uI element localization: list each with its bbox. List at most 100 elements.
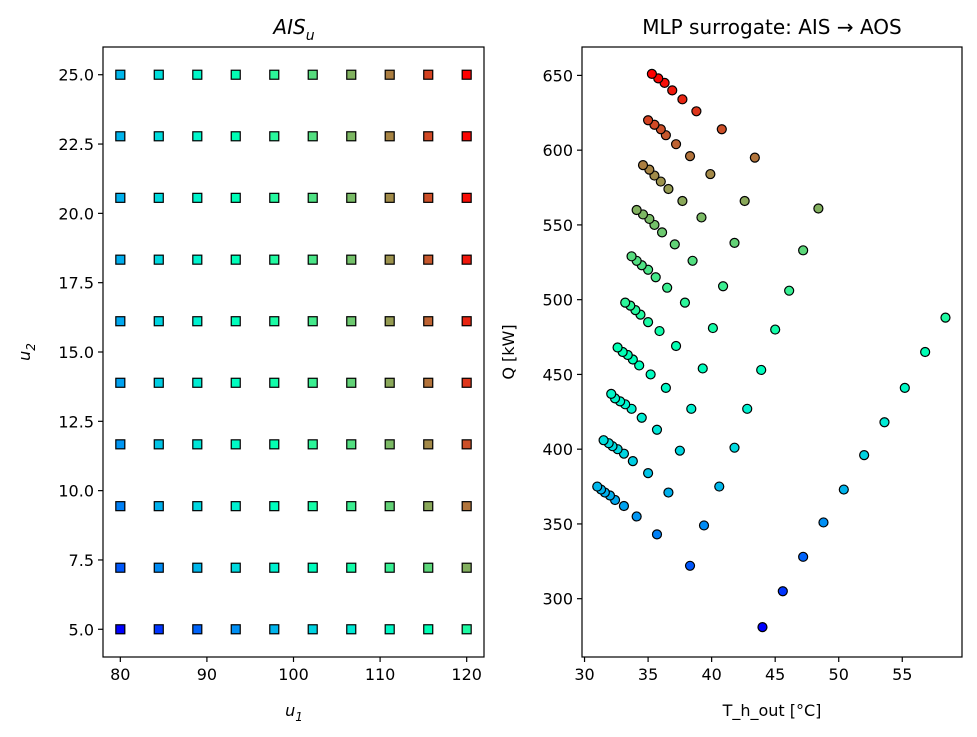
right-y-tick-label: 550	[542, 216, 573, 235]
left-y-tick-label: 5.0	[69, 620, 94, 639]
right-scatter-point	[899, 382, 910, 393]
left-square-point	[384, 377, 395, 388]
left-square-point	[269, 131, 280, 142]
right-x-tick-label: 40	[701, 665, 721, 684]
right-scatter-point	[634, 360, 645, 371]
left-square-point	[230, 131, 241, 142]
right-panel-title: MLP surrogate: AIS → AOS	[642, 15, 902, 39]
left-square-point	[115, 439, 126, 450]
left-square-point	[230, 439, 241, 450]
right-scatter-point	[679, 297, 691, 308]
left-panel-title: AISu	[271, 15, 314, 44]
left-square-point	[384, 254, 395, 265]
left-square-point	[192, 316, 203, 327]
left-square-point	[115, 69, 126, 80]
left-y-ticks: 5.0 7.5 10.0 12.5 15.0 17.5 20.0 22.5 25.0	[58, 66, 103, 639]
left-square-point	[346, 439, 357, 450]
left-square-point	[230, 562, 241, 573]
right-y-tick-label: 650	[542, 66, 573, 85]
right-scatter-point	[669, 239, 680, 250]
right-axes-frame	[581, 46, 963, 658]
left-square-point	[153, 254, 164, 265]
right-scatter-point	[859, 450, 870, 461]
right-scatter-point	[749, 152, 760, 163]
left-square-point	[346, 316, 357, 327]
right-scatter-point	[686, 403, 697, 414]
left-square-point	[153, 316, 164, 327]
right-scatter-point	[739, 195, 750, 207]
left-square-point	[115, 624, 126, 635]
left-square-point	[269, 624, 280, 635]
right-scatter-point	[662, 282, 673, 293]
right-x-tick-label: 55	[892, 665, 912, 684]
left-square-point	[346, 69, 357, 80]
left-square-point	[384, 624, 395, 635]
left-y-tick-label: 7.5	[69, 551, 94, 570]
left-y-tick-label: 20.0	[58, 204, 94, 223]
right-scatter-point	[642, 316, 654, 328]
right-scatter-point	[770, 324, 781, 335]
right-scatter-point	[670, 139, 682, 150]
left-square-point	[307, 501, 318, 512]
right-scatter-point	[627, 456, 638, 467]
left-x-tick-label: 120	[451, 665, 482, 684]
right-scatter-point	[637, 160, 649, 171]
left-title-main: AIS	[271, 15, 306, 39]
left-square-point	[307, 624, 318, 635]
left-title-sub: u	[306, 28, 315, 44]
left-square-point	[230, 624, 241, 635]
left-square-point	[307, 439, 318, 450]
right-y-tick-label: 450	[542, 365, 573, 384]
right-scatter-point	[777, 586, 788, 597]
left-square-point	[461, 501, 472, 512]
left-xlabel-sub: 1	[295, 710, 303, 724]
left-square-point	[346, 377, 357, 388]
left-square-point	[230, 316, 241, 327]
left-square-point	[461, 316, 472, 327]
left-square-point	[192, 254, 203, 265]
left-square-point	[461, 131, 472, 142]
left-square-point	[307, 254, 318, 265]
right-scatter-point	[620, 297, 631, 308]
left-square-point	[153, 69, 164, 80]
left-square-point	[192, 501, 203, 512]
left-square-point	[192, 131, 203, 142]
right-y-tick-label: 350	[542, 515, 573, 534]
right-y-tick-label: 300	[542, 590, 573, 609]
right-scatter-point	[626, 251, 637, 262]
left-square-point	[384, 439, 395, 450]
right-scatter-point	[920, 346, 931, 358]
left-square-point	[384, 501, 395, 512]
left-x-axis-label: u1	[285, 701, 303, 724]
right-scatter-point	[798, 551, 809, 562]
left-y-tick-label: 17.5	[58, 274, 94, 293]
right-scatter-point	[631, 204, 642, 216]
right-scatter-point	[705, 168, 716, 180]
right-x-tick-label: 50	[829, 665, 849, 684]
left-square-point	[461, 624, 472, 635]
left-square-point	[153, 439, 164, 450]
right-scatter-point	[651, 529, 663, 540]
left-square-point	[346, 624, 357, 635]
left-square-point	[192, 439, 203, 450]
left-panel-ais-u: AISu 80 90 100 110 120 5.07.510.012.515.017.…	[15, 15, 485, 724]
right-scatter-point	[716, 124, 727, 135]
left-square-point	[423, 624, 434, 635]
left-square-point	[269, 501, 280, 512]
right-scatter-point	[756, 364, 767, 376]
left-square-point	[269, 562, 280, 573]
left-square-point	[346, 562, 357, 573]
right-x-tick-label: 45	[765, 665, 785, 684]
right-y-tick-label: 500	[542, 291, 573, 310]
left-square-point	[269, 192, 280, 203]
left-square-point	[269, 69, 280, 80]
right-scatter-point	[618, 500, 630, 512]
right-scatter-point	[642, 115, 654, 126]
left-axes-frame	[102, 46, 485, 658]
right-scatter-point	[698, 520, 710, 531]
right-scatter-point	[684, 151, 696, 162]
left-square-point	[230, 192, 241, 203]
right-x-axis-label: T_h_out [°C]	[722, 701, 822, 721]
right-scatter-point	[660, 382, 671, 393]
